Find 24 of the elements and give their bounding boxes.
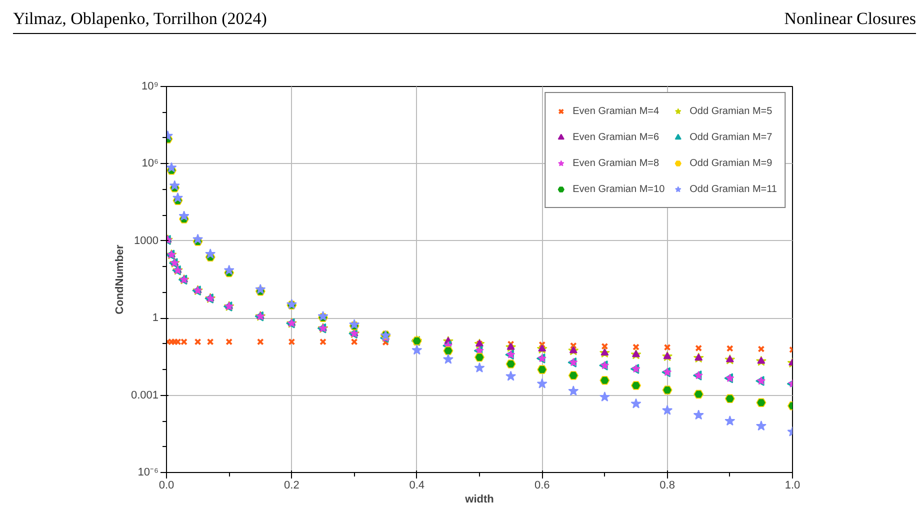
y-tick-label: 10⁻⁶ — [138, 466, 158, 478]
y-tick-label: 10⁹ — [142, 80, 159, 92]
y-tick-label: 1000 — [134, 234, 159, 247]
x-tick-label: 0.6 — [534, 480, 550, 492]
legend-label: Odd Gramian M=7 — [690, 130, 772, 144]
y-tick-label: 1 — [152, 312, 159, 324]
y-tick-label: 10⁶ — [142, 158, 158, 170]
text: Nonlinear Closures — [784, 8, 916, 30]
legend-label: Odd Gramian M=5 — [690, 104, 772, 118]
x-tick-label: 1.0 — [784, 480, 800, 492]
text: Yilmaz, Oblapenko, Torrilhon (2024) — [13, 8, 267, 30]
x-tick-label: 0.4 — [409, 480, 425, 492]
legend-label: Even Gramian M=10 — [572, 182, 665, 196]
legend-label: Even Gramian M=8 — [572, 156, 660, 170]
y-tick-label: 0.001 — [130, 389, 159, 402]
legend-label: Odd Gramian M=9 — [690, 156, 772, 170]
y-axis-title: CondNumber — [114, 244, 126, 314]
x-axis-title: width — [464, 494, 494, 506]
x-tick-label: 0.0 — [158, 480, 174, 492]
x-tick-label: 0.2 — [284, 480, 300, 492]
legend-label: Odd Gramian M=11 — [690, 182, 777, 196]
legend-label: Even Gramian M=4 — [572, 104, 660, 118]
legend-label: Even Gramian M=6 — [572, 130, 660, 144]
x-tick-label: 0.8 — [660, 480, 675, 492]
